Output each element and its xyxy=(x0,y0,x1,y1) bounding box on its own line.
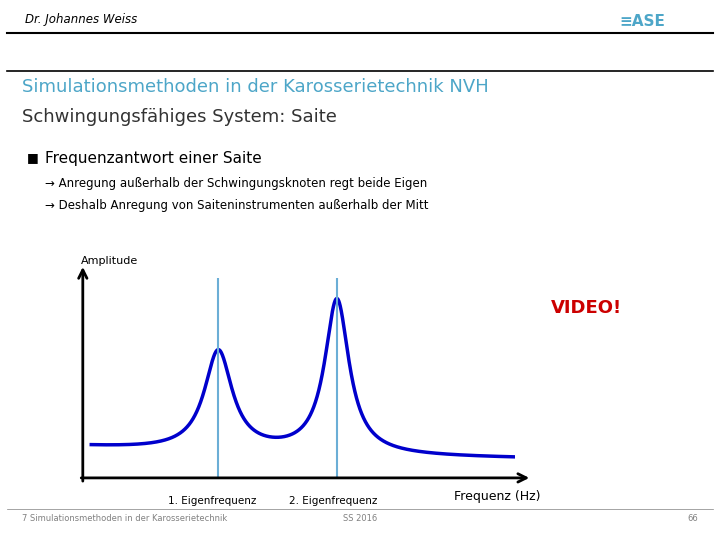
Text: Amplitude: Amplitude xyxy=(81,256,138,266)
Text: Frequenzantwort einer Saite: Frequenzantwort einer Saite xyxy=(45,151,261,166)
Text: → Anregung außerhalb der Schwingungsknoten regt beide Eigen: → Anregung außerhalb der Schwingungsknot… xyxy=(45,177,427,190)
Text: VIDEO!: VIDEO! xyxy=(551,299,622,317)
Text: 66: 66 xyxy=(688,514,698,523)
Text: ≡ASE: ≡ASE xyxy=(619,14,665,29)
Text: 2. Eigenfrequenz: 2. Eigenfrequenz xyxy=(289,496,377,506)
Text: Dr. Johannes Weiss: Dr. Johannes Weiss xyxy=(25,14,138,26)
Text: SS 2016: SS 2016 xyxy=(343,514,377,523)
Text: → Deshalb Anregung von Saiteninstrumenten außerhalb der Mitt: → Deshalb Anregung von Saiteninstrumente… xyxy=(45,199,428,212)
Text: ■: ■ xyxy=(27,151,39,164)
Text: Frequenz (Hz): Frequenz (Hz) xyxy=(454,490,541,503)
Text: Schwingungsfähiges System: Saite: Schwingungsfähiges System: Saite xyxy=(22,108,336,126)
Text: Simulationsmethoden in der Karosserietechnik NVH: Simulationsmethoden in der Karosserietec… xyxy=(22,78,488,96)
Text: 7 Simulationsmethoden in der Karosserietechnik: 7 Simulationsmethoden in der Karosseriet… xyxy=(22,514,227,523)
Text: 1. Eigenfrequenz: 1. Eigenfrequenz xyxy=(168,496,256,506)
